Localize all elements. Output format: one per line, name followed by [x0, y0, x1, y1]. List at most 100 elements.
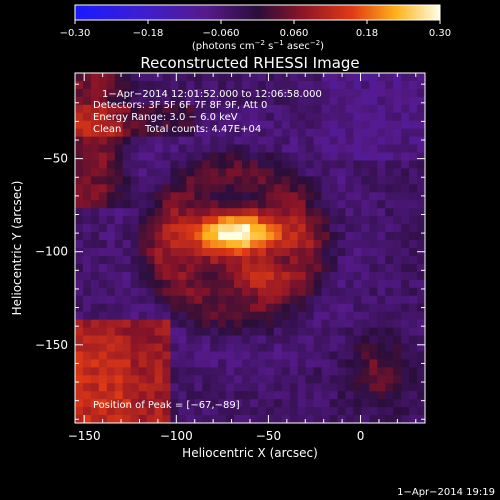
heatmap-cell — [329, 208, 339, 217]
heatmap-cell — [98, 152, 108, 162]
heatmap-cell — [106, 192, 116, 201]
heatmap-cell — [138, 287, 148, 297]
heatmap-cell — [218, 351, 227, 360]
heatmap-cell — [75, 271, 84, 281]
heatmap-cell — [218, 399, 227, 408]
heatmap-cell — [377, 319, 386, 329]
heatmap-cell — [122, 383, 132, 392]
heatmap-cell — [329, 391, 339, 400]
heatmap-cell — [75, 192, 84, 201]
heatmap-cell — [178, 120, 187, 130]
heatmap-cell — [313, 287, 323, 297]
heatmap-cell — [289, 216, 299, 225]
heatmap-cell — [178, 311, 187, 321]
heatmap-cell — [329, 248, 339, 257]
heatmap-cell — [210, 232, 219, 241]
heatmap-cell — [106, 128, 116, 138]
heatmap-cell — [393, 351, 402, 360]
heatmap-cell — [417, 112, 425, 122]
heatmap-cell — [114, 255, 124, 265]
heatmap-cell — [257, 184, 267, 193]
heatmap-cell — [98, 303, 108, 313]
heatmap-cell — [234, 383, 243, 392]
heatmap-cell — [337, 255, 347, 265]
heatmap-cell — [234, 80, 243, 90]
heatmap-cell — [321, 216, 331, 225]
heatmap-cell — [154, 200, 164, 209]
heatmap-cell — [162, 176, 172, 185]
heatmap-cell — [313, 263, 323, 273]
heatmap-cell — [273, 327, 283, 337]
heatmap-cell — [353, 208, 362, 217]
heatmap-cell — [265, 335, 275, 345]
heatmap-cell — [321, 407, 331, 416]
heatmap-cell — [194, 136, 203, 146]
heatmap-cell — [305, 391, 315, 400]
heatmap-cell — [162, 120, 172, 130]
heatmap-cell — [114, 73, 124, 82]
heatmap-cell — [90, 224, 100, 233]
heatmap-cell — [250, 176, 259, 185]
heatmap-cell — [313, 407, 323, 416]
heatmap-cell — [90, 351, 100, 360]
heatmap-cell — [273, 144, 283, 154]
heatmap-cell — [265, 399, 275, 408]
heatmap-cell — [265, 303, 275, 313]
heatmap-cell — [226, 311, 235, 321]
heatmap-cell — [265, 168, 275, 177]
heatmap-cell — [385, 271, 394, 281]
heatmap-cell — [98, 399, 108, 408]
heatmap-cell — [146, 335, 156, 345]
heatmap-cell — [106, 96, 116, 106]
heatmap-cell — [82, 128, 92, 138]
heatmap-cell — [337, 343, 347, 352]
heatmap-cell — [321, 295, 331, 305]
heatmap-cell — [90, 216, 100, 225]
heatmap-cell — [106, 375, 116, 384]
heatmap-cell — [297, 335, 307, 345]
heatmap-cell — [234, 263, 243, 273]
heatmap-cell — [162, 208, 172, 217]
heatmap-cell — [90, 343, 100, 352]
heatmap-cell — [122, 399, 132, 408]
heatmap-cell — [194, 192, 203, 201]
heatmap-cell — [218, 407, 227, 416]
heatmap-cell — [273, 263, 283, 273]
heatmap-cell — [337, 319, 347, 329]
heatmap-cell — [242, 176, 251, 185]
heatmap-cell — [194, 271, 203, 281]
heatmap-cell — [369, 319, 378, 329]
colorbar-tick-label: 0.18 — [356, 28, 378, 39]
heatmap-cell — [242, 263, 251, 273]
heatmap-cell — [409, 415, 418, 423]
heatmap-cell — [114, 192, 124, 201]
heatmap-cell — [369, 120, 378, 130]
heatmap-cell — [321, 279, 331, 289]
heatmap-cell — [90, 88, 100, 98]
heatmap-cell — [178, 136, 187, 146]
heatmap-cell — [210, 224, 219, 233]
heatmap-cell — [265, 120, 275, 130]
heatmap-cell — [353, 248, 362, 257]
heatmap-cell — [377, 263, 386, 273]
heatmap-cell — [242, 144, 251, 154]
heatmap-cell — [234, 240, 243, 249]
heatmap-cell — [130, 88, 140, 98]
heatmap-cell — [409, 311, 418, 321]
heatmap-cell — [186, 184, 195, 193]
heatmap-cell — [234, 248, 243, 257]
heatmap-cell — [178, 303, 187, 313]
heatmap-cell — [385, 120, 394, 130]
heatmap-cell — [345, 128, 354, 138]
heatmap-cell — [305, 160, 315, 170]
heatmap-cell — [393, 311, 402, 321]
heatmap-cell — [297, 359, 307, 368]
heatmap-cell — [194, 295, 203, 305]
heatmap-cell — [130, 287, 140, 297]
heatmap-cell — [401, 335, 410, 345]
heatmap-cell — [170, 327, 179, 337]
y-tick-label: −50 — [43, 152, 68, 166]
heatmap-cell — [170, 160, 179, 170]
heatmap-cell — [90, 104, 100, 114]
heatmap-cell — [90, 367, 100, 376]
